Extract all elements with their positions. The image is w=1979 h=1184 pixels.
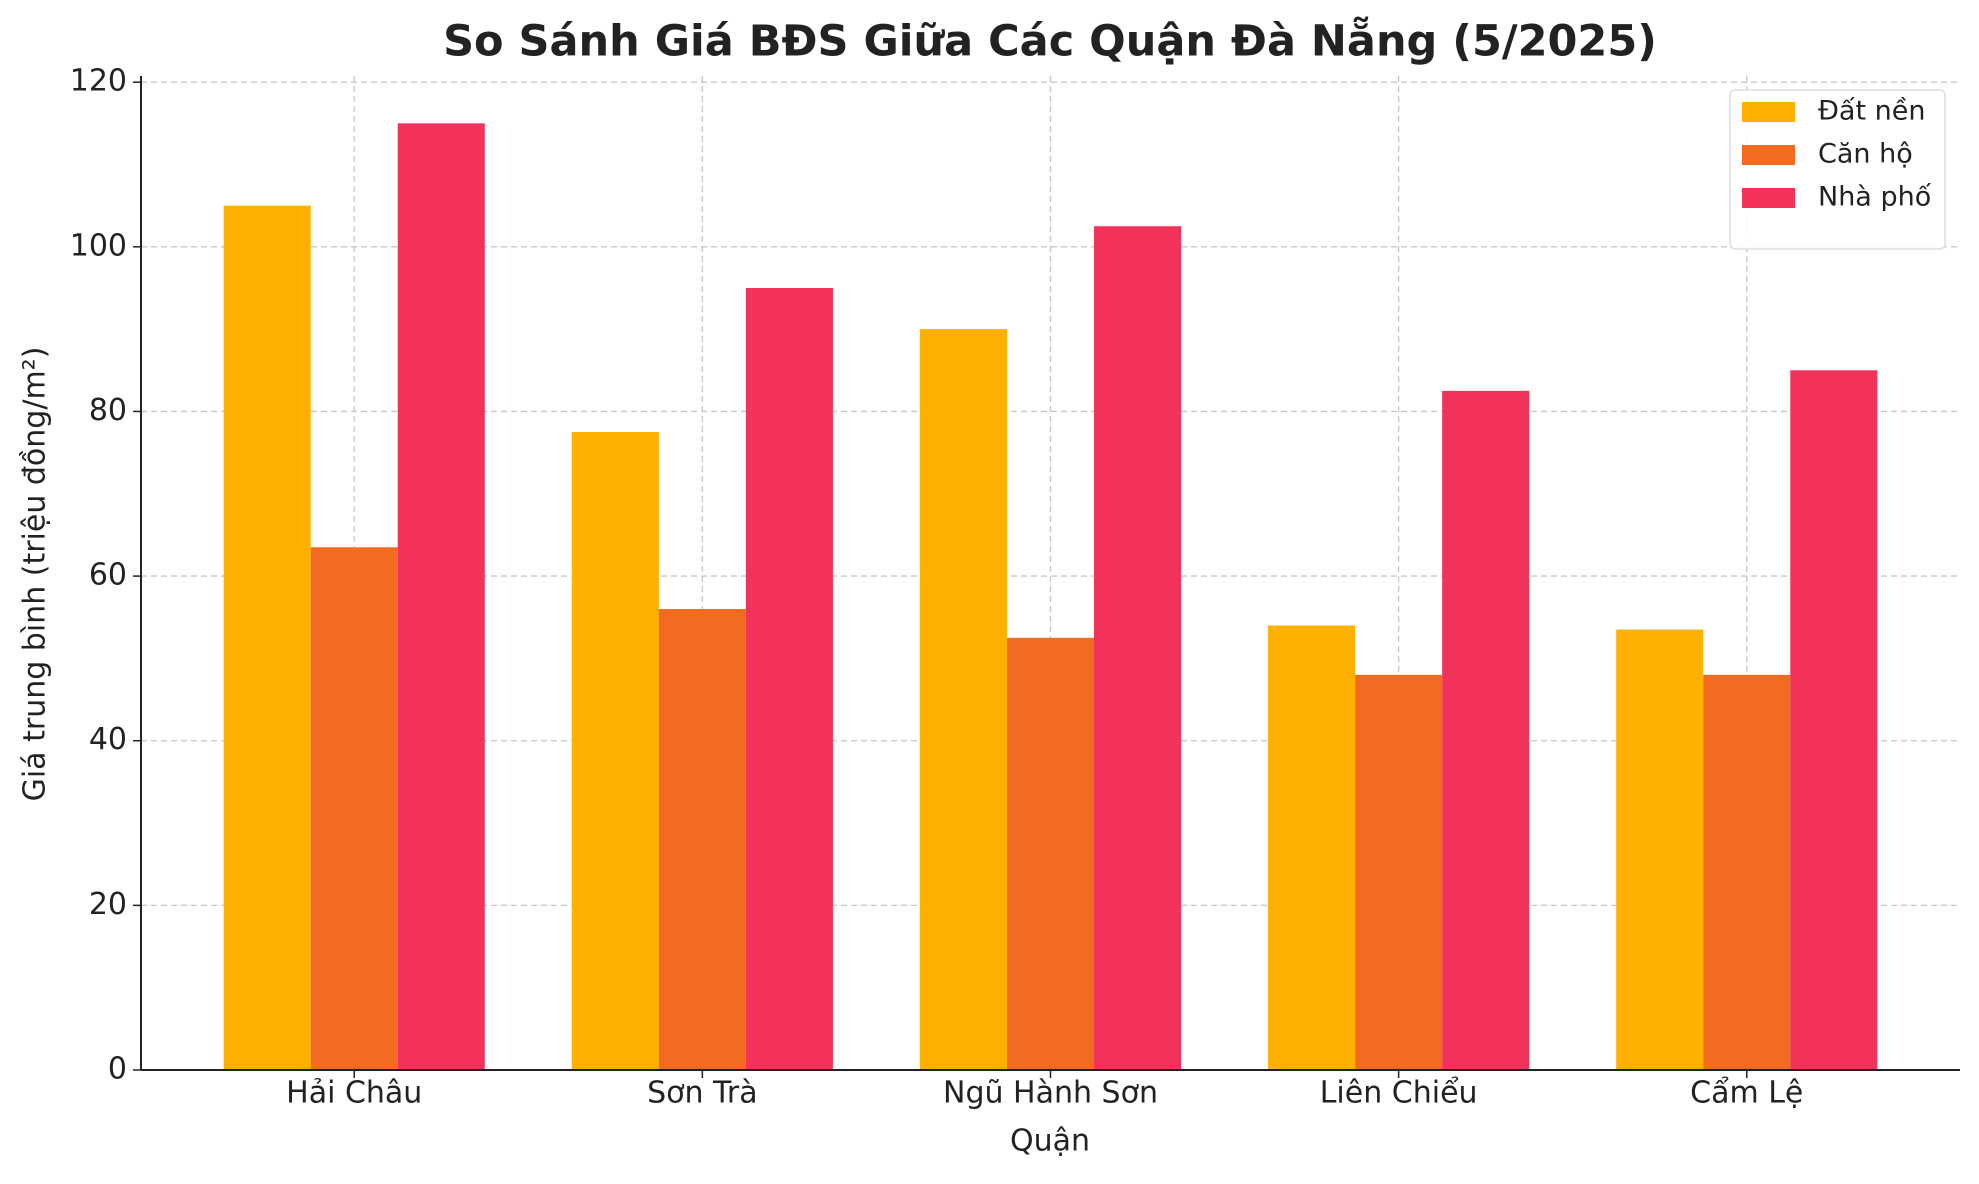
x-axis-label: Quận	[1010, 1124, 1090, 1159]
legend-label: Nhà phố	[1818, 182, 1932, 213]
y-axis-label: Giá trung bình (triệu đồng/m²)	[18, 347, 53, 802]
bar	[745, 287, 833, 1070]
bar	[1790, 370, 1878, 1070]
legend-swatch	[1742, 102, 1795, 122]
y-tick-label: 120	[70, 64, 127, 99]
legend-swatch	[1742, 188, 1795, 208]
bar	[658, 609, 746, 1070]
y-tick-label: 20	[89, 887, 127, 922]
y-tick-label: 0	[108, 1052, 127, 1087]
bar	[1703, 674, 1791, 1070]
y-tick-label: 80	[89, 393, 127, 428]
bar	[1094, 226, 1182, 1071]
x-tick-label: Sơn Trà	[647, 1076, 758, 1111]
y-tick-label: 60	[89, 558, 127, 593]
x-tick-label: Liên Chiểu	[1320, 1075, 1478, 1111]
bar	[571, 432, 659, 1070]
bar	[1268, 625, 1356, 1070]
legend-label: Căn hộ	[1818, 139, 1913, 170]
y-tick-label: 100	[70, 228, 127, 263]
bar	[1442, 390, 1530, 1070]
legend: Đất nền Căn hộ Nhà phố	[1729, 89, 1946, 250]
bar	[397, 123, 485, 1071]
legend-label: Đất nền	[1818, 96, 1925, 127]
x-tick-label: Cẩm Lệ	[1690, 1075, 1803, 1111]
bar	[310, 547, 398, 1070]
bar	[223, 205, 311, 1071]
legend-box	[1729, 89, 1946, 250]
chart-title: So Sánh Giá BĐS Giữa Các Quận Đà Nẵng (5…	[443, 17, 1657, 67]
legend-swatch	[1742, 145, 1795, 165]
bar	[1616, 629, 1704, 1070]
bar	[1355, 674, 1443, 1070]
x-tick-label: Hải Châu	[286, 1076, 422, 1111]
bar	[1006, 637, 1095, 1070]
x-tick-label: Ngũ Hành Sơn	[943, 1076, 1158, 1111]
bar	[919, 329, 1007, 1070]
y-tick-label: 40	[89, 722, 127, 757]
